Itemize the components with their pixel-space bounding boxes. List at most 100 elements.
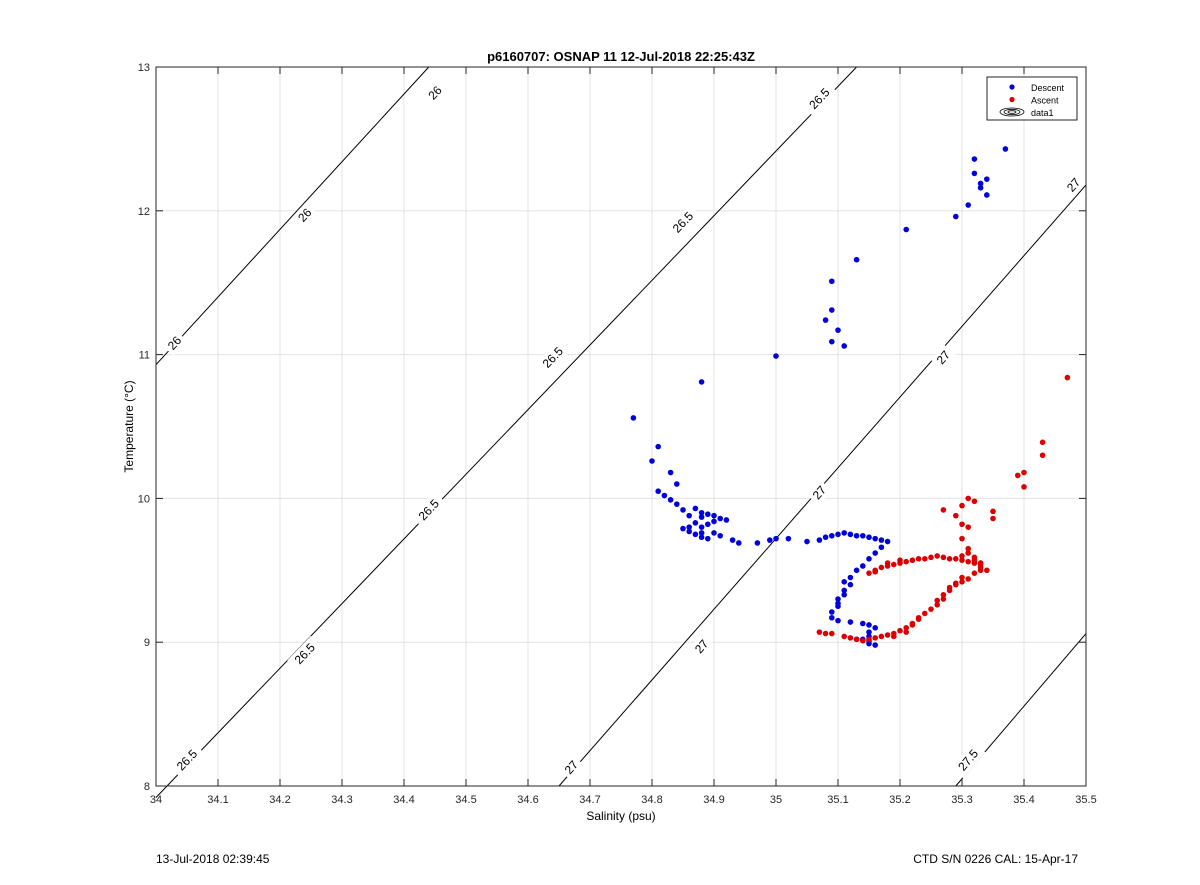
data-point — [915, 555, 922, 562]
data-point — [971, 170, 978, 177]
axis-ticks: 34 34.1 34.2 34.3 34.4 34.5 34.6 34.7 34.8 34.9 35… — [138, 62, 1097, 806]
data-point — [816, 629, 823, 635]
x-tick-label: 34.7 — [579, 794, 600, 806]
data-point — [965, 550, 971, 556]
data-point — [841, 579, 847, 585]
legend-contour-marker — [1007, 110, 1017, 114]
contour-label: 26 — [422, 80, 448, 106]
data-point — [990, 515, 996, 522]
data-point — [717, 515, 723, 522]
data-point — [835, 327, 841, 333]
data-point — [822, 534, 829, 541]
data-point — [847, 635, 854, 641]
data-point — [674, 501, 680, 507]
data-point — [959, 579, 965, 585]
data-point — [853, 567, 860, 574]
data-point — [729, 537, 736, 543]
data-point — [773, 535, 779, 542]
data-point — [692, 520, 699, 526]
contour-label: 27 — [806, 479, 833, 506]
data-point — [959, 553, 965, 559]
data-point — [705, 535, 711, 542]
data-point — [847, 574, 854, 581]
data-point — [698, 530, 705, 536]
data-point — [860, 637, 866, 644]
data-point — [674, 481, 680, 487]
contour-label: 27 — [688, 633, 715, 660]
data-point — [934, 597, 940, 604]
y-tick-label: 8 — [144, 781, 150, 793]
data-point — [829, 278, 835, 285]
y-tick-label: 11 — [139, 350, 150, 362]
data-point — [903, 625, 909, 631]
legend-label: data1 — [1031, 108, 1054, 118]
data-point — [984, 567, 990, 574]
data-point — [723, 517, 730, 523]
x-tick-label: 35 — [770, 794, 782, 806]
contour-label-bg — [1060, 172, 1087, 198]
y-tick-label: 9 — [144, 637, 150, 649]
data-point — [884, 560, 891, 566]
data-point — [897, 557, 903, 564]
data-point — [872, 625, 878, 631]
y-axis-label: Temperature (°C) — [122, 380, 136, 472]
data-point — [667, 469, 674, 476]
data-point — [971, 554, 978, 561]
data-point — [841, 633, 847, 640]
data-point — [965, 495, 971, 502]
data-point — [698, 514, 705, 520]
plot-area — [156, 67, 1086, 786]
x-tick-label: 34.1 — [207, 794, 228, 806]
data-point — [977, 567, 984, 574]
data-point — [965, 558, 971, 565]
data-point — [940, 596, 947, 602]
data-point — [903, 558, 909, 565]
data-point — [884, 538, 891, 545]
data-point — [649, 458, 655, 464]
contour-label-bg — [411, 492, 447, 528]
x-tick-label: 35.2 — [889, 794, 910, 806]
x-tick-label: 35.1 — [827, 794, 848, 806]
data-point — [891, 561, 897, 568]
x-tick-label: 34.2 — [269, 794, 290, 806]
data-point — [866, 636, 872, 643]
data-point — [959, 502, 965, 509]
data-point — [990, 508, 996, 515]
data-point — [971, 498, 978, 505]
data-point — [711, 518, 717, 525]
data-point — [959, 574, 965, 581]
data-point — [866, 622, 872, 628]
data-point — [847, 581, 854, 588]
contour-label: 27 — [930, 344, 957, 371]
data-point — [977, 184, 984, 191]
contour-label-bg — [688, 633, 715, 660]
data-point — [866, 534, 872, 541]
data-point — [835, 600, 841, 607]
contour-label: 26 — [161, 330, 188, 356]
data-point — [928, 554, 934, 561]
data-series — [630, 146, 1071, 648]
data-point — [847, 531, 854, 538]
data-point — [860, 532, 866, 539]
data-point — [909, 557, 916, 564]
data-point — [878, 544, 885, 551]
data-point — [977, 560, 984, 566]
data-point — [866, 555, 872, 562]
contour-label-bg — [806, 479, 833, 506]
data-point — [822, 317, 829, 323]
contour-label: 26 — [292, 202, 318, 228]
data-point — [915, 614, 922, 621]
data-point — [835, 596, 841, 602]
data-point — [736, 540, 742, 546]
data-point — [686, 512, 692, 519]
x-tick-label: 35.5 — [1075, 794, 1096, 806]
legend: Descent Ascent data1 — [986, 76, 1078, 121]
data-point — [953, 580, 959, 587]
data-point — [922, 555, 928, 562]
y-tick-label: 12 — [138, 206, 150, 218]
data-point — [959, 557, 965, 564]
data-point — [984, 192, 990, 198]
data-point — [971, 570, 978, 576]
contour-line — [155, 66, 857, 798]
data-point — [860, 620, 866, 627]
